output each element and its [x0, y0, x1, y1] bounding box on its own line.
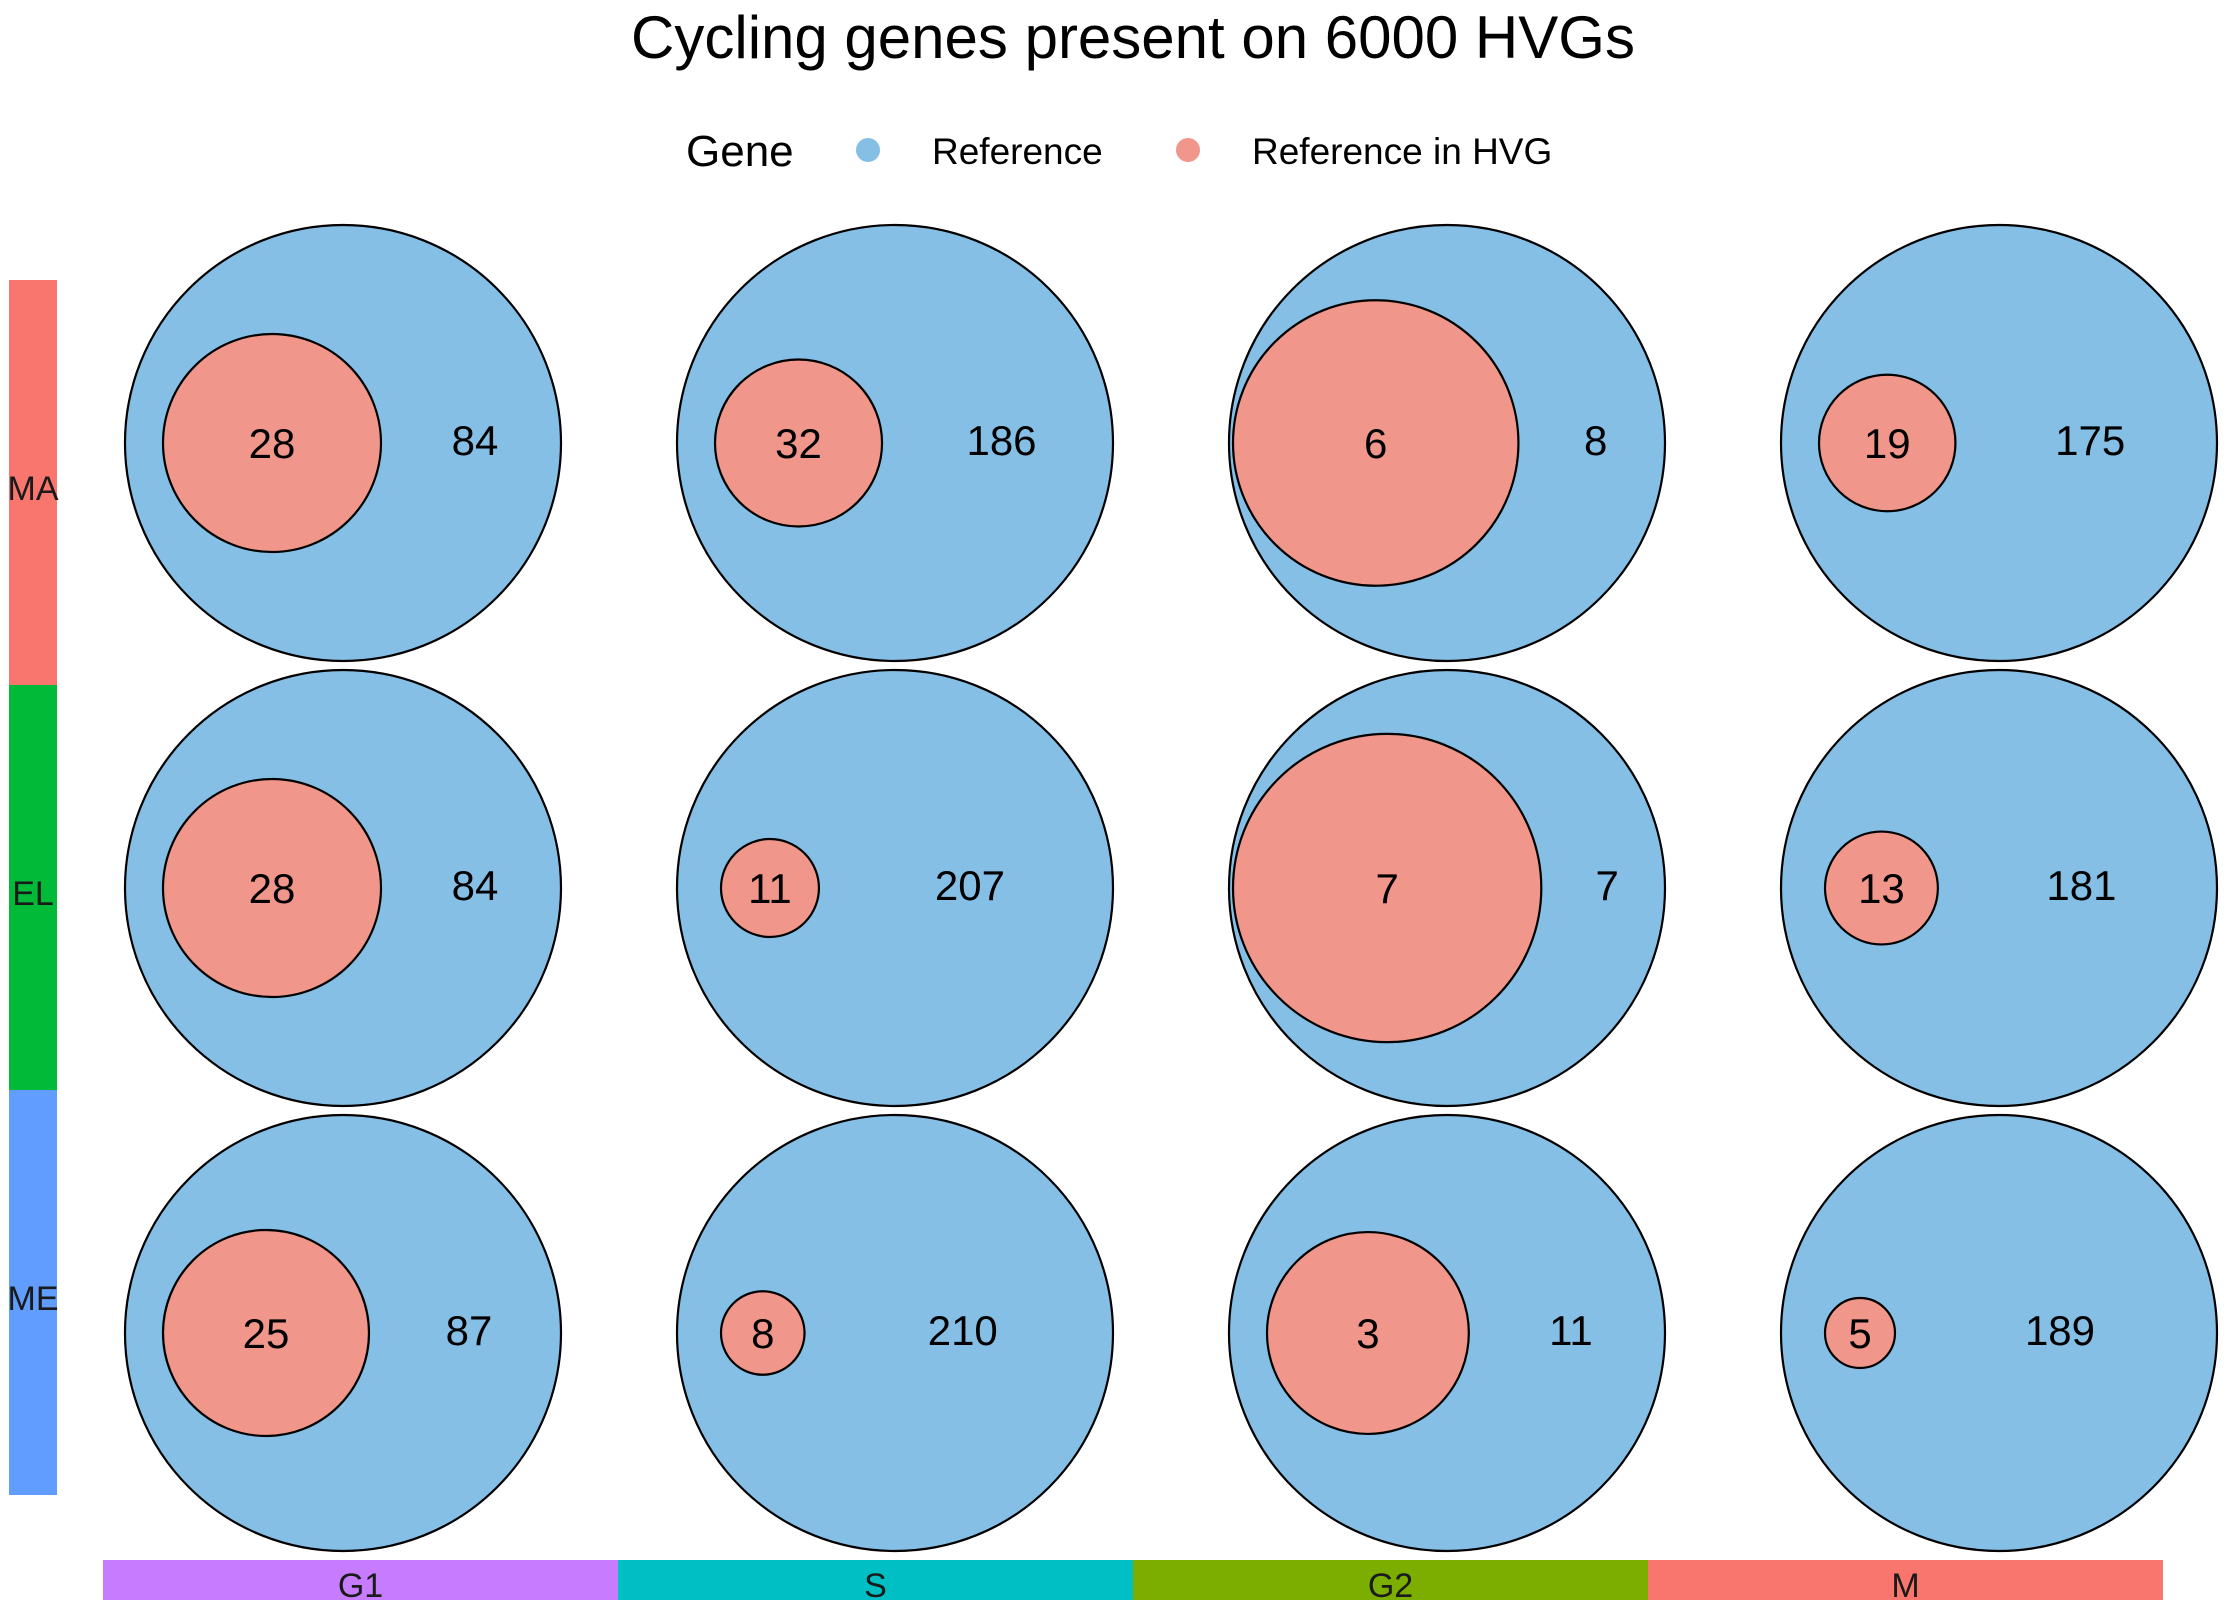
reference-circle — [675, 223, 1115, 663]
reference-in-hvg-circle — [161, 777, 383, 999]
reference-in-hvg-circle — [161, 332, 383, 554]
reference-in-hvg-count: 11 — [748, 865, 792, 912]
row-strip-label: EL — [12, 875, 54, 913]
row-strip-el — [9, 685, 57, 1090]
chart-title: Cycling genes present on 6000 HVGs — [631, 4, 1635, 71]
reference-in-hvg-circle — [719, 837, 821, 939]
reference-only-count: 84 — [452, 862, 499, 909]
row-strip-label: ME — [8, 1280, 59, 1318]
reference-in-hvg-count: 8 — [751, 1310, 774, 1357]
reference-only-count: 175 — [2055, 417, 2125, 464]
reference-only-count: 7 — [1595, 862, 1618, 909]
row-strip-ma — [9, 280, 57, 685]
row-strip-label: MA — [8, 470, 59, 508]
euler-cell: 8 210 — [675, 1113, 1115, 1553]
row-facet-strips: MA EL ME — [8, 280, 59, 1495]
reference-in-hvg-count: 25 — [243, 1310, 290, 1357]
euler-cell: 11 207 — [675, 668, 1115, 1108]
legend-label-reference: Reference — [932, 131, 1103, 172]
column-strip-m — [1648, 1560, 2163, 1600]
reference-circle — [1779, 668, 2219, 1108]
reference-in-hvg-circle — [1231, 732, 1543, 1044]
reference-in-hvg-count: 32 — [775, 420, 822, 467]
reference-in-hvg-count: 13 — [1858, 865, 1905, 912]
reference-in-hvg-circle — [719, 1290, 806, 1376]
euler-cell: 5 189 — [1779, 1113, 2219, 1553]
reference-in-hvg-circle — [713, 358, 884, 528]
euler-cell: 19 175 — [1779, 223, 2219, 663]
reference-circle — [1779, 223, 2219, 663]
reference-only-count: 186 — [966, 417, 1036, 464]
reference-in-hvg-circle — [1231, 299, 1520, 587]
reference-in-hvg-circle — [1823, 830, 1939, 946]
column-strip-label: S — [864, 1567, 887, 1600]
reference-only-count: 210 — [928, 1307, 998, 1354]
reference-in-hvg-circle — [1265, 1230, 1470, 1436]
reference-only-count: 207 — [935, 862, 1005, 909]
column-strip-label: M — [1891, 1567, 1919, 1600]
reference-only-count: 11 — [1549, 1307, 1593, 1354]
reference-circle — [675, 668, 1115, 1108]
reference-only-count: 84 — [452, 417, 499, 464]
reference-in-hvg-circle — [161, 1228, 371, 1438]
legend-swatch-reference — [856, 138, 880, 162]
column-strip-label: G2 — [1368, 1567, 1413, 1600]
reference-only-count: 87 — [446, 1307, 493, 1354]
legend: Gene Reference Reference in HVG — [686, 127, 1552, 176]
euler-cell: 13 181 — [1779, 668, 2219, 1108]
column-strip-s — [618, 1560, 1133, 1600]
euler-cell: 28 84 — [123, 223, 563, 663]
reference-in-hvg-count: 28 — [249, 420, 296, 467]
reference-in-hvg-count: 3 — [1356, 1310, 1379, 1357]
legend-swatch-reference-in-hvg — [1176, 138, 1200, 162]
column-strip-label: G1 — [338, 1567, 383, 1600]
euler-cell: 3 11 — [1227, 1113, 1667, 1553]
reference-in-hvg-count: 7 — [1375, 865, 1398, 912]
column-facet-strips: G1 S G2 M — [103, 1560, 2163, 1600]
euler-cell: 32 186 — [675, 223, 1115, 663]
reference-circle — [675, 1113, 1115, 1553]
reference-circle — [1779, 1113, 2219, 1553]
reference-only-count: 8 — [1584, 417, 1607, 464]
legend-label-reference-in-hvg: Reference in HVG — [1252, 131, 1552, 172]
reference-only-count: 181 — [2046, 862, 2116, 909]
reference-in-hvg-count: 19 — [1864, 420, 1911, 467]
euler-cell: 25 87 — [123, 1113, 563, 1553]
euler-cell: 28 84 — [123, 668, 563, 1108]
reference-in-hvg-count: 5 — [1848, 1310, 1871, 1357]
column-strip-g1 — [103, 1560, 618, 1600]
row-strip-me — [9, 1090, 57, 1495]
reference-in-hvg-count: 6 — [1364, 420, 1387, 467]
reference-in-hvg-count: 28 — [249, 865, 296, 912]
column-strip-g2 — [1133, 1560, 1648, 1600]
reference-only-count: 189 — [2025, 1307, 2095, 1354]
reference-in-hvg-circle — [1823, 1296, 1897, 1370]
reference-in-hvg-circle — [1817, 373, 1957, 513]
legend-title: Gene — [686, 127, 794, 176]
